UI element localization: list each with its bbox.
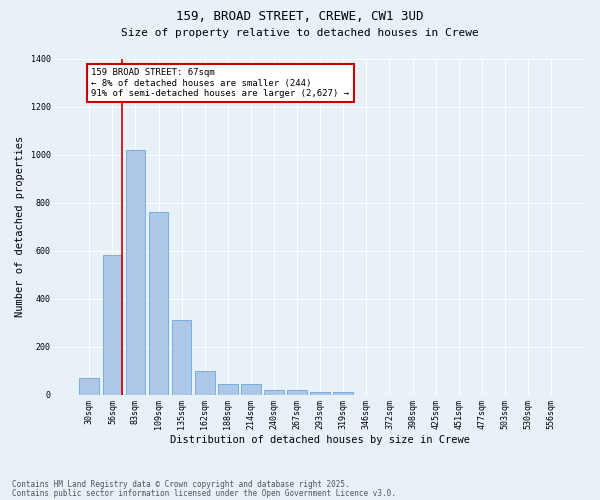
- Text: Size of property relative to detached houses in Crewe: Size of property relative to detached ho…: [121, 28, 479, 38]
- Text: Contains HM Land Registry data © Crown copyright and database right 2025.: Contains HM Land Registry data © Crown c…: [12, 480, 350, 489]
- Bar: [334, 392, 353, 394]
- Bar: [287, 390, 307, 394]
- Bar: [149, 212, 169, 394]
- Bar: [241, 384, 261, 394]
- Text: 159 BROAD STREET: 67sqm
← 8% of detached houses are smaller (244)
91% of semi-de: 159 BROAD STREET: 67sqm ← 8% of detached…: [91, 68, 349, 98]
- Bar: [79, 378, 99, 394]
- Bar: [310, 392, 330, 394]
- Bar: [172, 320, 191, 394]
- Y-axis label: Number of detached properties: Number of detached properties: [15, 136, 25, 317]
- Bar: [218, 384, 238, 394]
- Bar: [125, 150, 145, 394]
- Bar: [195, 370, 215, 394]
- Text: 159, BROAD STREET, CREWE, CW1 3UD: 159, BROAD STREET, CREWE, CW1 3UD: [176, 10, 424, 23]
- X-axis label: Distribution of detached houses by size in Crewe: Distribution of detached houses by size …: [170, 435, 470, 445]
- Bar: [264, 390, 284, 394]
- Text: Contains public sector information licensed under the Open Government Licence v3: Contains public sector information licen…: [12, 489, 396, 498]
- Bar: [103, 256, 122, 394]
